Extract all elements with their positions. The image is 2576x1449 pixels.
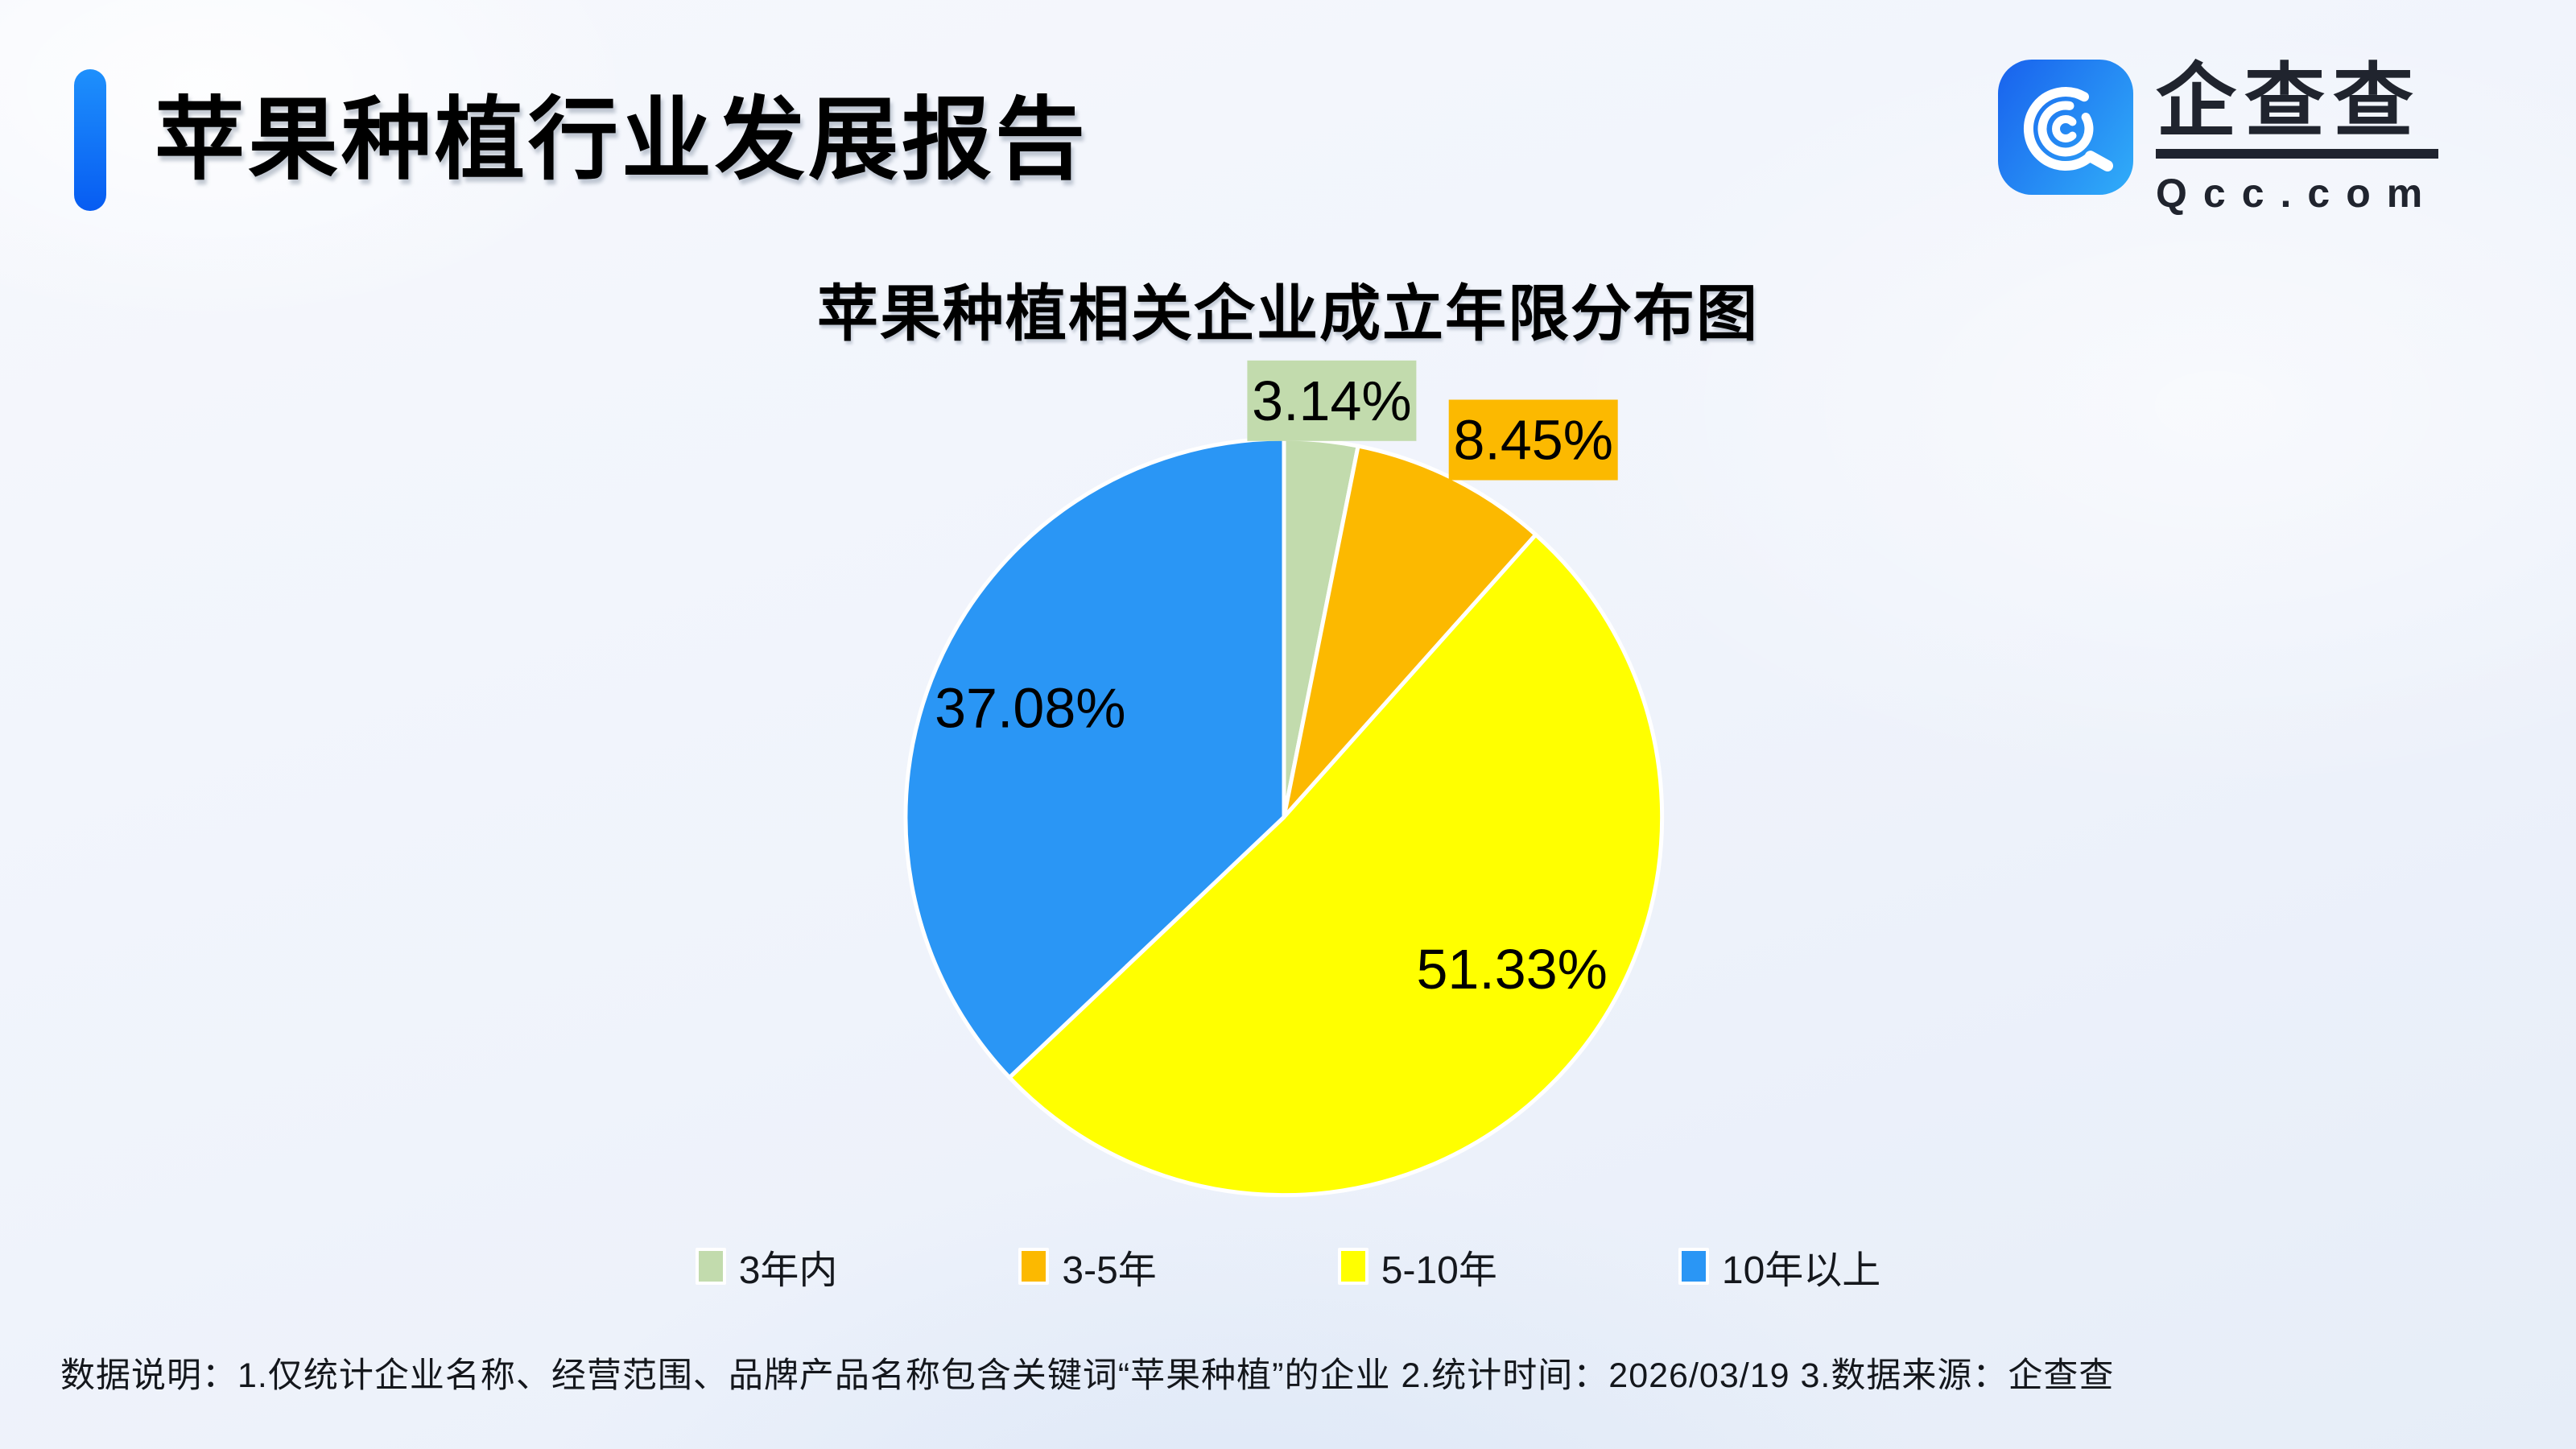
legend-swatch-4: [1678, 1248, 1709, 1285]
brand-domain: Qcc.com: [2156, 171, 2439, 216]
pie-slice-4: [903, 436, 1286, 1080]
legend-label-1: 3年内: [738, 1249, 838, 1292]
brand-text: 企查查 Qcc.com: [2156, 60, 2439, 217]
magnifier-q-glyph: [2023, 87, 2113, 171]
pie-value-label-1: 3.14%: [1252, 369, 1411, 432]
pie-value-label-2: 8.45%: [1453, 409, 1612, 472]
legend-item-4: 10年以上: [1678, 1238, 1880, 1294]
page-title: 苹果种植行业发展报告: [155, 89, 1088, 190]
chart-legend: 3年内 3-5年 5-10年 10年以上: [0, 1238, 2576, 1294]
legend-swatch-1: [695, 1248, 726, 1285]
pie-value-label-4: 37.08%: [935, 677, 1125, 740]
legend-label-3: 5-10年: [1381, 1249, 1497, 1292]
title-accent-bar: [74, 69, 106, 211]
legend-item-1: 3年内: [695, 1238, 838, 1294]
legend-item-2: 3-5年: [1018, 1238, 1157, 1294]
legend-swatch-3: [1337, 1248, 1368, 1285]
pie-value-label-3: 51.33%: [1416, 938, 1607, 1001]
legend-label-4: 10年以上: [1721, 1249, 1881, 1292]
pie-callout-box-1: [1247, 360, 1417, 441]
footer-note: 数据说明：1.仅统计企业名称、经营范围、品牌产品名称包含关键词“苹果种植”的企业…: [60, 1356, 2115, 1395]
qcc-logo-icon: [1998, 60, 2133, 195]
legend-label-2: 3-5年: [1062, 1249, 1157, 1292]
pie-callout-box-2: [1448, 399, 1618, 481]
legend-item-3: 5-10年: [1337, 1238, 1497, 1294]
brand-name: 企查查: [2156, 60, 2439, 159]
pie-slice-3: [1007, 532, 1665, 1198]
chart-title: 苹果种植相关企业成立年限分布图: [817, 280, 1759, 349]
legend-swatch-2: [1018, 1248, 1050, 1285]
brand-logo: 企查查 Qcc.com: [1998, 60, 2439, 217]
